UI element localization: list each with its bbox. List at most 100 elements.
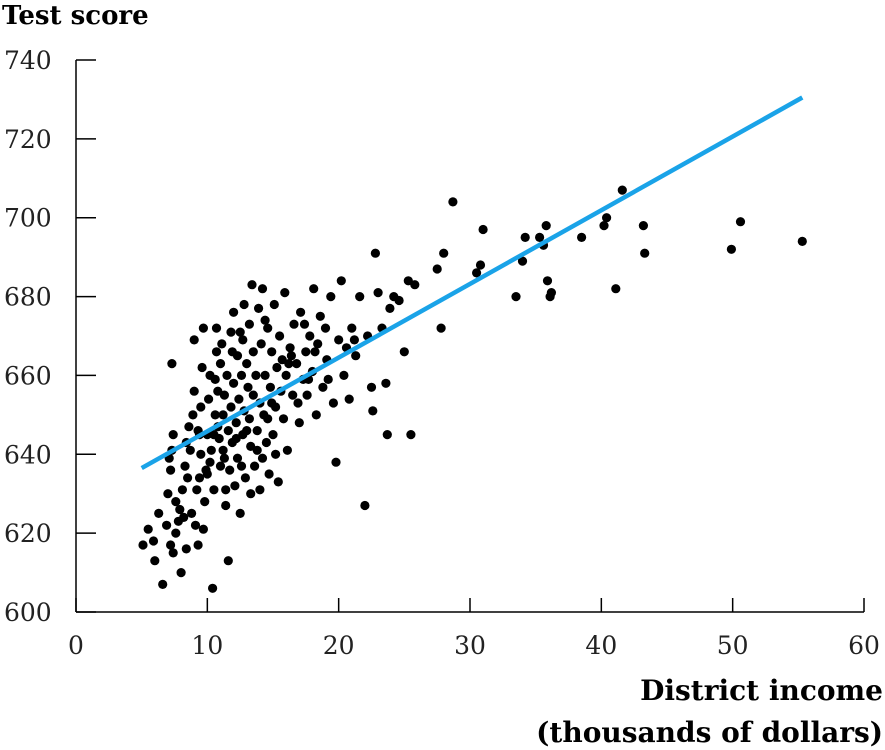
data-point — [166, 465, 176, 475]
data-point — [210, 410, 220, 420]
data-point — [602, 213, 612, 223]
data-point — [265, 382, 275, 392]
data-point — [285, 343, 295, 353]
data-point — [198, 524, 208, 534]
data-point — [296, 307, 306, 317]
data-point — [252, 426, 262, 436]
data-point — [211, 347, 222, 357]
data-point — [171, 528, 181, 538]
data-point — [260, 315, 270, 325]
data-point — [177, 485, 187, 495]
data-point — [202, 469, 212, 479]
data-point — [546, 288, 557, 298]
data-point — [394, 295, 404, 306]
data-point — [184, 422, 194, 432]
data-point — [310, 347, 320, 357]
data-point — [219, 453, 229, 463]
data-point — [168, 430, 178, 440]
data-point — [252, 445, 262, 455]
data-point — [238, 335, 248, 345]
data-point — [143, 524, 153, 534]
data-point — [320, 323, 331, 333]
data-point — [197, 362, 207, 373]
data-point — [257, 453, 268, 463]
data-point — [410, 280, 420, 290]
data-point — [472, 268, 482, 278]
data-point — [232, 453, 243, 463]
data-point — [264, 469, 274, 479]
data-point — [373, 288, 383, 298]
data-point — [328, 398, 338, 408]
data-point — [154, 508, 164, 518]
data-point — [347, 323, 357, 333]
data-point — [309, 284, 319, 294]
data-point — [138, 540, 148, 550]
data-point — [235, 508, 245, 518]
data-point — [272, 362, 282, 373]
data-point — [235, 327, 245, 337]
data-point — [366, 382, 377, 392]
data-point — [217, 339, 227, 349]
data-point — [179, 512, 189, 523]
data-point — [263, 323, 273, 333]
y-tick-label: 680 — [4, 283, 52, 312]
data-point — [168, 548, 178, 558]
data-point — [205, 457, 215, 467]
data-point — [432, 264, 442, 274]
data-point — [148, 536, 159, 546]
data-point — [200, 497, 210, 507]
data-point — [242, 359, 252, 369]
data-point — [193, 540, 203, 550]
data-point — [517, 256, 528, 266]
data-point — [190, 520, 201, 530]
x-tick-label: 30 — [454, 631, 486, 660]
data-point — [209, 485, 219, 495]
y-axis-title: Test score — [2, 1, 149, 31]
data-point — [334, 335, 344, 345]
data-point — [196, 449, 206, 459]
data-point — [246, 489, 256, 499]
data-point — [326, 292, 336, 302]
data-point — [638, 221, 649, 231]
data-point — [360, 500, 370, 511]
data-point — [399, 347, 409, 357]
data-point — [299, 319, 310, 329]
data-point — [211, 323, 222, 333]
data-point — [280, 288, 290, 298]
data-point — [185, 445, 195, 455]
data-point — [439, 248, 449, 258]
x-axis-title-line-1: District income — [640, 674, 883, 707]
data-point — [288, 390, 298, 400]
data-point — [382, 430, 392, 440]
data-point — [267, 347, 277, 357]
data-point — [150, 556, 160, 566]
data-point — [236, 461, 247, 471]
y-tick-label: 620 — [4, 519, 52, 548]
data-point — [520, 232, 530, 242]
data-point — [226, 402, 236, 412]
data-point — [368, 406, 378, 416]
data-point — [275, 331, 285, 341]
data-point — [226, 327, 236, 337]
data-point — [577, 232, 587, 242]
data-point — [261, 437, 271, 448]
data-point — [385, 303, 395, 313]
data-point — [336, 276, 346, 286]
data-point — [267, 398, 277, 408]
data-point — [726, 244, 737, 254]
data-point — [541, 221, 551, 231]
data-point — [351, 351, 361, 361]
data-point — [293, 398, 303, 408]
data-point — [542, 276, 553, 286]
data-point — [214, 433, 224, 444]
data-point — [339, 370, 349, 380]
data-point — [251, 370, 261, 380]
data-point — [222, 370, 232, 380]
data-point — [381, 378, 391, 388]
y-tick-label: 720 — [4, 125, 52, 154]
data-point — [187, 508, 197, 518]
data-point — [255, 485, 265, 495]
data-point — [311, 410, 321, 420]
regression-line — [140, 95, 804, 471]
data-point — [282, 445, 292, 455]
